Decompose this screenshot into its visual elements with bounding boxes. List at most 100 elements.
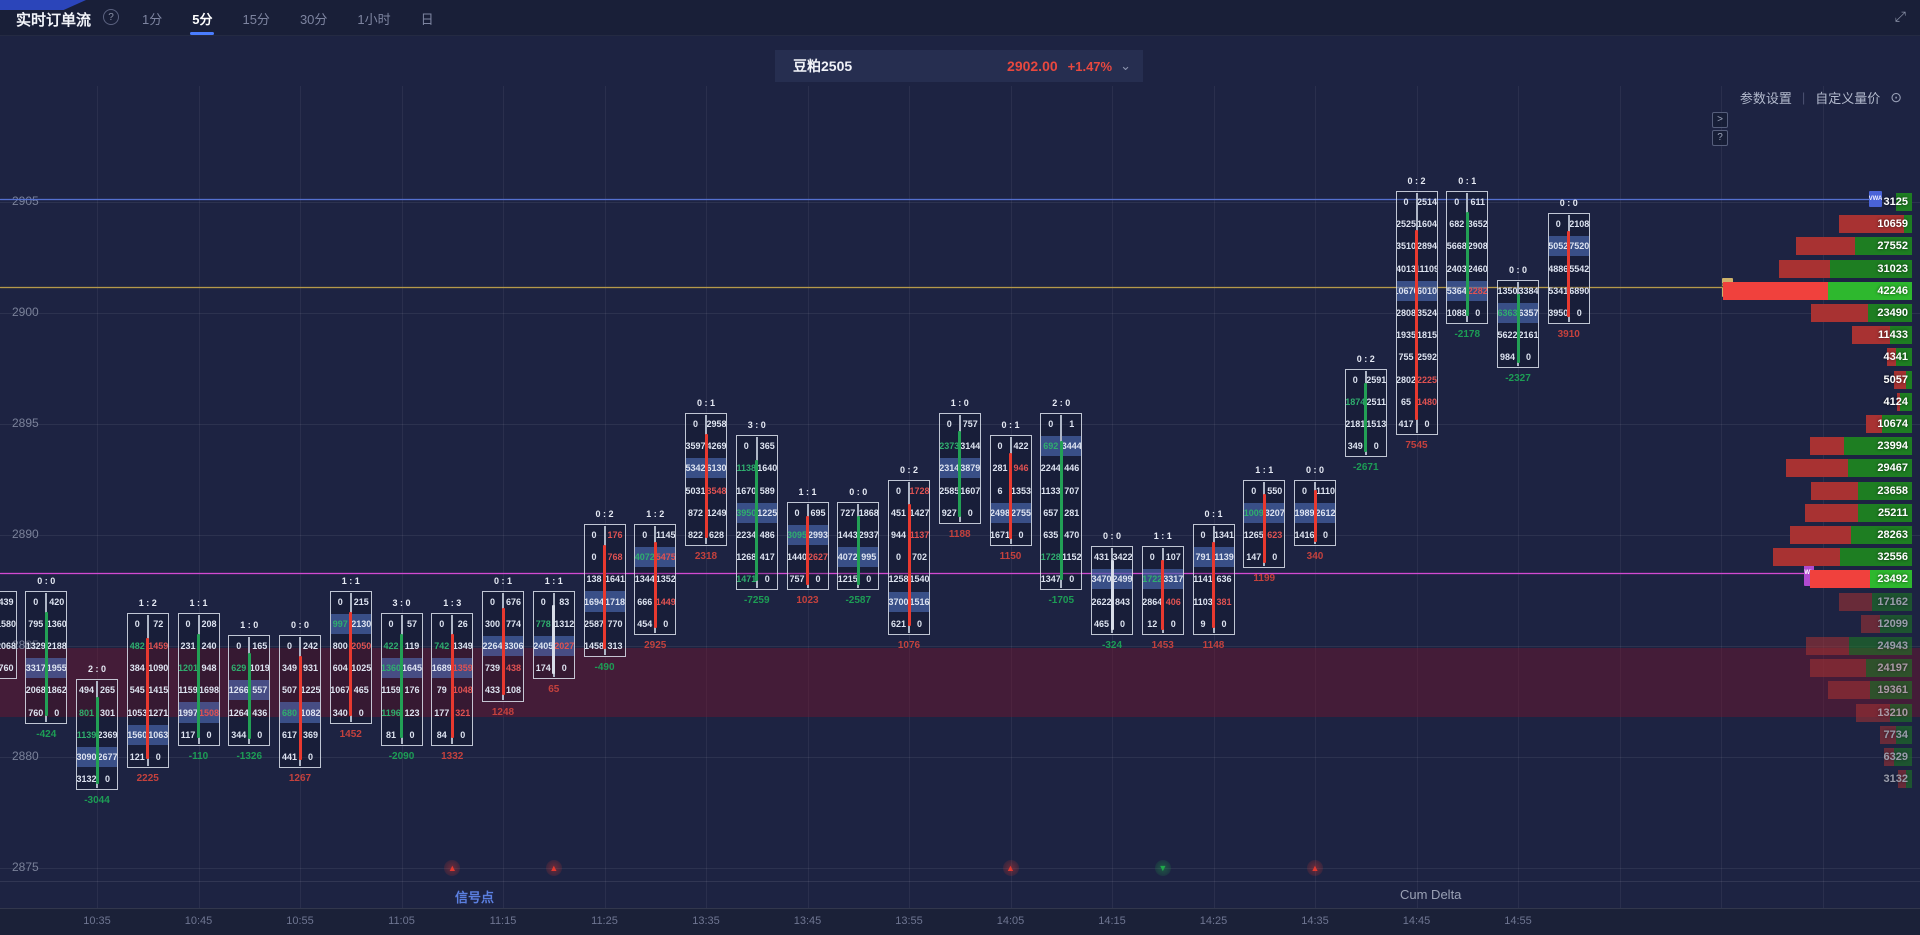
footprint-candle[interactable]: 727 1868 1443 2937 4072 995 1215 0 0 : 0 -2587 <box>837 487 880 606</box>
footprint-candle[interactable]: 0 83 778 1312 2405 2027 174 0 1 : 1 65 <box>532 576 575 695</box>
bid-volume-cell: 1258 <box>889 574 908 585</box>
bid-volume-cell: 494 <box>78 685 95 696</box>
footprint-candle[interactable]: 0 1145 4072 5475 1344 1352 666 1449 454 0 1 : 2 292… <box>634 509 677 651</box>
panel-next-button[interactable]: > <box>1712 112 1728 128</box>
ask-volume-cell: 676 <box>505 596 522 607</box>
custom-volume-price-link[interactable]: 自定义量价 <box>1815 91 1881 106</box>
top-bar: 实时订单流 ? 1分 5分 15分 30分 1小时 日 ⤢ <box>0 0 1920 36</box>
vertical-gridline <box>604 86 606 908</box>
footprint-candle[interactable]: 494 265 801 301 1139 2369 3090 2677 3132 0 2 : 0 -3… <box>76 664 118 806</box>
profile-sell-bar <box>1810 659 1866 678</box>
ask-volume-cell: 4269 <box>707 441 726 452</box>
tab-period-4[interactable]: 1小时 <box>357 11 391 27</box>
signal-point-label[interactable]: 信号点 <box>455 890 495 905</box>
footprint-candle[interactable]: 043901580020680760 <box>0 590 17 680</box>
ask-volume-cell: 628 <box>708 529 725 540</box>
bid-volume-cell: 177 <box>434 707 450 718</box>
profile-buy-bar <box>1848 459 1912 478</box>
chevron-down-icon[interactable]: ⌄ <box>1120 58 1131 73</box>
ask-volume-cell: 301 <box>99 707 116 718</box>
ask-volume-cell: 1349 <box>453 640 473 651</box>
horizontal-gridline <box>0 757 1920 758</box>
bid-volume-cell: 1009 <box>1244 507 1264 518</box>
footprint-candle[interactable]: 0 1341 791 1139 1141 636 1103 381 9 0 0 : 1 1148 <box>1192 509 1235 651</box>
profile-volume-value: 17162 <box>1877 595 1908 608</box>
footprint-candle[interactable]: 0 1110 1989 2612 1416 0 0 : 0 340 <box>1294 465 1336 562</box>
footprint-candle[interactable]: 0 57 422 119 1360 1645 1159 176 1196 123 81 0 3 : 0 -… <box>380 598 423 762</box>
footprint-candle[interactable]: 0 2108 5052 7520 4886 5542 5341 6890 3950 0 0 : 0 3… <box>1547 198 1590 340</box>
candle-delta-label: 340 <box>1306 551 1324 563</box>
ask-volume-cell: 0 <box>1322 529 1328 540</box>
footprint-candle[interactable]: 0 1 692 3444 2244 446 1133 707 657 281 635 470 1728 1… <box>1040 398 1083 606</box>
footprint-candle[interactable]: 0 26 742 1349 1689 1359 79 1048 177 321 84 0 1 : 3 13… <box>431 598 474 762</box>
footprint-candle[interactable]: 0 72 482 1459 384 1090 545 1415 1053 1271 1560 1063… <box>126 598 169 784</box>
footprint-candle[interactable]: 0 176 0 768 138 1641 1694 1718 2587 770 1458 313 0 :… <box>583 509 626 673</box>
profile-buy-bar <box>1828 281 1912 300</box>
bid-volume-cell: 5364 <box>1447 285 1467 296</box>
bid-volume-cell: 0 <box>895 552 901 563</box>
footprint-candle[interactable]: 0 695 3095 2993 1440 2627 757 0 1 : 1 1023 <box>786 487 829 606</box>
footprint-candle[interactable]: 0 422 281 946 6 1353 2498 2755 1671 0 0 : 1 1150 <box>989 420 1032 562</box>
profile-buy-bar <box>1858 481 1912 500</box>
title-help-icon[interactable]: ? <box>103 9 119 25</box>
ask-volume-cell: 215 <box>353 596 369 607</box>
footprint-candle[interactable]: 0 757 2373 3144 2314 3879 2585 1607 927 0 1 : 0 118… <box>938 398 981 540</box>
imbalance-ratio-label: 3 : 0 <box>392 597 411 608</box>
tab-period-0[interactable]: 1分 <box>142 11 163 27</box>
contract-selector[interactable]: 豆粕2505 2902.00 +1.47% ⌄ <box>775 50 1143 82</box>
bid-volume-cell: 1141 <box>1193 574 1213 585</box>
signal-pin-down[interactable]: ▼ <box>1154 860 1171 876</box>
footprint-candle[interactable]: 0 2591 1874 2511 2181 1513 349 0 0 : 2 -2671 <box>1344 354 1387 473</box>
tab-period-2[interactable]: 15分 <box>242 11 270 27</box>
ask-volume-cell: 176 <box>404 685 420 696</box>
profile-volume-value: 19361 <box>1877 684 1908 697</box>
tab-period-1[interactable]: 5分 <box>190 0 215 37</box>
ask-volume-cell: 1540 <box>910 574 929 585</box>
vertical-gridline <box>503 86 504 908</box>
profile-volume-value: 10674 <box>1877 417 1908 430</box>
footprint-candle[interactable]: 0 550 1009 3207 1265 623 147 0 1 : 1 1199 <box>1243 465 1286 584</box>
bid-volume-cell: 0 <box>236 640 242 651</box>
tab-period-5[interactable]: 日 <box>420 11 434 27</box>
signal-pin-up[interactable]: ▲ <box>444 860 461 876</box>
ask-volume-cell: 0 <box>1221 618 1227 629</box>
footprint-candle[interactable]: 0 165 629 1019 1266 557 1264 436 344 0 1 : 0 -1326 <box>228 620 271 762</box>
page-title: 实时订单流 <box>16 12 92 29</box>
signal-pin-up[interactable]: ▲ <box>1002 860 1019 876</box>
footprint-candle[interactable]: 431 3422 3470 2499 2622 843 465 0 0 : 0 -324 <box>1091 531 1133 651</box>
footprint-candle[interactable]: 0 215 997 2130 800 2050 604 1025 1067 465 340 0 1 : … <box>329 576 372 740</box>
footprint-candle[interactable]: 0251425251604351028944013111091067060102… <box>1395 176 1438 451</box>
footprint-candle[interactable]: 0 2958 3597 4269 5342 6130 5031 3548 872 1249 822 6… <box>685 398 727 562</box>
bid-volume-cell: 3470 <box>1092 574 1111 585</box>
candle-delta-label: -2178 <box>1454 329 1481 341</box>
footprint-candle[interactable]: 0 242 349 931 507 1225 680 1082 617 369 441 0 0 : 0 1… <box>279 620 321 784</box>
param-settings-link[interactable]: 参数设置 <box>1739 91 1792 106</box>
ask-volume-cell: 208 <box>201 618 217 629</box>
footprint-candle[interactable]: 0 611 682 3652 5668 2908 2403 2460 5364 2282 1088 0… <box>1446 176 1489 340</box>
profile-sell-bar <box>1786 459 1848 478</box>
footprint-candle[interactable]: 0 365 1138 1640 1670 589 3950 1225 2234 486 1268 41… <box>735 420 778 606</box>
ask-volume-cell: 422 <box>1013 441 1029 452</box>
footprint-candle[interactable]: 0 420 795 1360 1329 2188 3317 1955 2068 1862 760 0 0… <box>25 576 68 740</box>
footprint-candle[interactable]: 0 676 300 774 2264 3306 739 438 433 108 0 : 1 1248 <box>482 576 524 718</box>
ask-volume-cell: 0 <box>1475 307 1481 318</box>
tab-period-3[interactable]: 30分 <box>299 11 328 27</box>
bid-volume-cell: 944 <box>890 529 907 540</box>
bid-volume-cell: 1347 <box>1041 574 1061 585</box>
footprint-candle[interactable]: 1350 3384 6363 6357 5622 2161 984 0 0 : 0 -2327 <box>1497 265 1539 384</box>
collapse-expand-icon[interactable]: ⤢ <box>1894 8 1906 24</box>
ask-volume-cell: 589 <box>759 485 775 496</box>
gear-icon[interactable]: ⊙ <box>1890 89 1902 105</box>
profile-row: 12099 <box>0 613 1920 635</box>
footprint-candle[interactable]: 0 1728 451 1427 944 1137 0 702 1258 1540 3700 1516 6… <box>888 465 930 651</box>
panel-help-button[interactable]: ? <box>1712 130 1728 146</box>
signal-pin-up[interactable]: ▲ <box>1307 860 1323 876</box>
ask-volume-cell: 0 <box>358 707 364 718</box>
bid-volume-cell: 5342 <box>686 463 705 474</box>
ask-volume-cell: 2225 <box>1417 374 1437 385</box>
footprint-candle[interactable]: 0 208 231 240 1201 948 1159 1698 1997 1508 117 0 1 :… <box>177 598 220 762</box>
footprint-candle[interactable]: 0 107 1722 3317 2864 406 12 0 1 : 1 1453 <box>1141 531 1184 651</box>
bid-volume-cell: 757 <box>789 574 805 585</box>
signal-pin-up[interactable]: ▲ <box>545 860 562 876</box>
ask-volume-cell: 1604 <box>1417 219 1437 230</box>
